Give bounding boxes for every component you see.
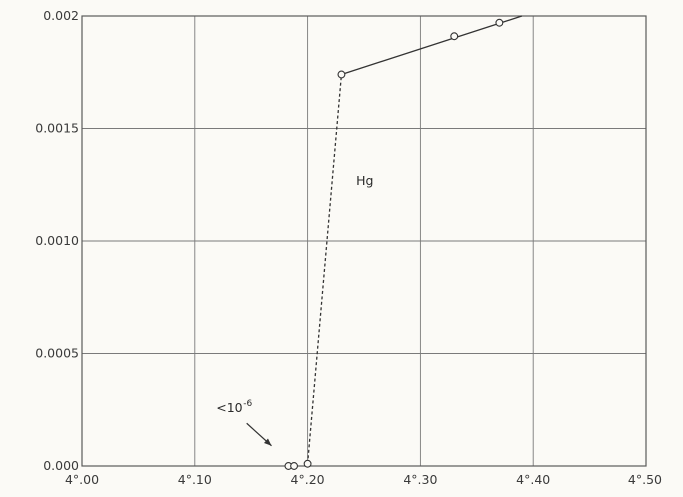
x-axis: 4°.00 4°.10 4°.20 4°.30 4°.40 4°.50 (65, 472, 662, 487)
y-tick-label: 0.0010 (35, 233, 79, 248)
x-tick-label: 4°.20 (291, 472, 325, 487)
x-tick-label: 4°.50 (628, 472, 662, 487)
series-line-segment (306, 74, 343, 464)
annotation-hg: Hg (356, 173, 373, 188)
y-tick-label: 0.002 (43, 8, 79, 23)
data-point (495, 18, 504, 27)
data-point (303, 459, 312, 468)
annotation-text: Hg (356, 173, 373, 188)
series-line-segment (341, 15, 523, 76)
x-tick-label: 4°.30 (403, 472, 437, 487)
series-points (284, 18, 504, 470)
data-point (450, 32, 459, 41)
y-tick-label: 0.000 (43, 458, 79, 473)
annotation-limit: <10 -6 (216, 399, 272, 447)
y-axis: 0.000 0.0005 0.0010 0.0015 0.002 (35, 8, 79, 473)
data-point (290, 462, 299, 470)
annotation-text: <10 (216, 400, 242, 415)
x-tick-label: 4°.40 (516, 472, 550, 487)
data-point (337, 70, 346, 79)
y-tick-label: 0.0005 (35, 346, 79, 361)
plot-frame (81, 15, 647, 467)
series-lines (306, 15, 523, 464)
annotations: Hg <10 -6 (216, 173, 373, 447)
grid (82, 16, 646, 466)
y-tick-label: 0.0015 (35, 121, 79, 136)
annotation-arrow-head (264, 438, 272, 446)
annotation-superscript: -6 (243, 399, 252, 409)
x-tick-label: 4°.00 (65, 472, 99, 487)
x-tick-label: 4°.10 (178, 472, 212, 487)
